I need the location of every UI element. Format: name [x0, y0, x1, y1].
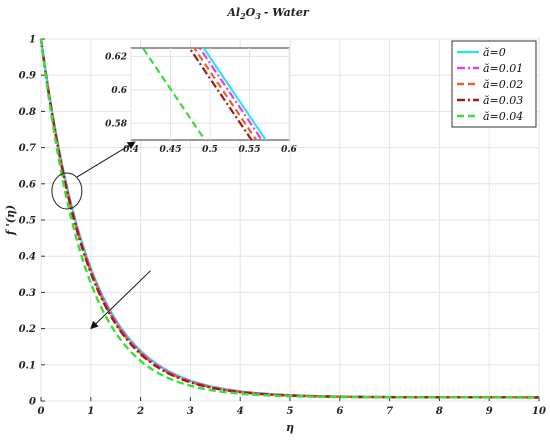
inset-x-tick-label: 0.45	[160, 145, 182, 155]
x-tick-label: 10	[532, 406, 546, 417]
x-tick-label: 5	[287, 406, 294, 417]
legend-label-3: ă=0.03	[483, 94, 523, 107]
inset-x-tick-label: 0.5	[202, 145, 218, 155]
inset-x-tick-label: 0.4	[123, 145, 139, 155]
y-tick-label: 0.6	[19, 179, 36, 190]
x-tick-label: 9	[486, 406, 493, 417]
y-tick-label: 0.5	[19, 216, 36, 227]
x-axis-label: η	[286, 421, 294, 434]
zoom-circle	[51, 172, 83, 210]
inset-series-lines	[141, 48, 268, 140]
y-axis-ticks: 0 0.1 0.2 0.3 0.4 0.5 0.6 0.7 0.8 0.9 1	[19, 35, 45, 408]
zoom-pointer-arrow	[76, 141, 136, 178]
y-tick-label: 0	[29, 397, 36, 408]
x-tick-label: 7	[386, 406, 393, 417]
y-axis-label: f '(η)	[4, 205, 17, 236]
legend-label-1: ă=0.01	[483, 62, 523, 75]
x-tick-label: 4	[237, 406, 244, 417]
legend-label-2: ă=0.02	[483, 78, 523, 91]
x-tick-label: 8	[436, 406, 443, 417]
x-tick-label: 1	[87, 406, 94, 417]
series-line-4	[39, 38, 539, 399]
legend-label-0: ă=0	[483, 46, 506, 59]
x-tick-label: 0	[38, 406, 45, 417]
inset-x-tick-label: 0.6	[281, 145, 297, 155]
legend-label-4: ă=0.04	[483, 110, 523, 123]
y-tick-label: 0.3	[19, 288, 36, 299]
legend-box	[451, 40, 537, 128]
y-tick-label: 0.9	[19, 71, 36, 82]
y-tick-label: 0.2	[19, 324, 36, 335]
y-tick-label: 0.8	[19, 107, 36, 118]
y-tick-label: 1	[29, 35, 36, 46]
inset-series-line-0	[202, 48, 268, 140]
inset-y-tick-label: 0.62	[105, 52, 127, 62]
inset-y-tick-label: 0.58	[105, 119, 128, 129]
x-tick-label: 2	[136, 406, 144, 417]
chart-title: Al2O3- Water	[226, 6, 309, 21]
y-tick-label: 0.1	[19, 360, 36, 371]
x-tick-label: 6	[336, 406, 343, 417]
trend-arrow	[90, 270, 151, 330]
y-tick-label: 0.4	[19, 252, 36, 263]
inset-zoom-plot: 0.4 0.45 0.5 0.55 0.6 0.58 0.6 0.62	[105, 47, 298, 155]
inset-series-line-4	[141, 48, 207, 140]
inset-x-tick-label: 0.55	[239, 145, 261, 155]
y-tick-label: 0.7	[19, 143, 36, 154]
annotations	[51, 141, 151, 330]
legend: ă=0 ă=0.01 ă=0.02 ă=0.03 ă=0.04	[451, 40, 537, 128]
inset-y-tick-label: 0.6	[111, 86, 127, 96]
x-tick-label: 3	[187, 406, 194, 417]
series-lines	[39, 38, 539, 399]
